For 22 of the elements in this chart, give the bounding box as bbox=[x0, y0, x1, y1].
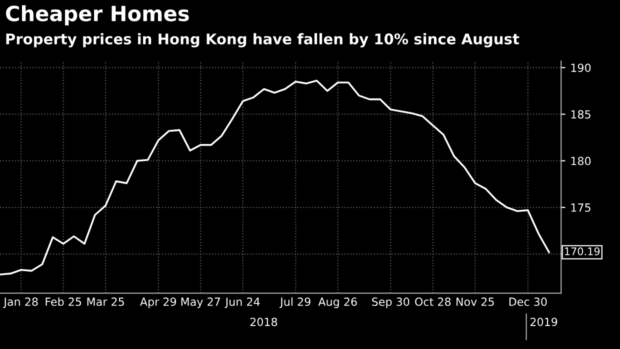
x-tick-label: Nov 25 bbox=[456, 298, 494, 306]
text: 2019 bbox=[530, 318, 558, 326]
data-label: 170.19 bbox=[565, 247, 600, 256]
x-tick-label: Apr 29 bbox=[140, 298, 176, 308]
x-tick-label: Mar 25 bbox=[87, 298, 124, 306]
x-tick-label: Jun 24 bbox=[224, 298, 260, 308]
y-tick-label: 185 bbox=[571, 110, 590, 119]
y-tick-label: 175 bbox=[571, 204, 590, 212]
x-tick-label: Sep 30 bbox=[372, 298, 410, 308]
chart-title: Cheaper Homes bbox=[6, 5, 189, 26]
y-tick-label: 190 bbox=[571, 64, 591, 72]
line-series bbox=[0, 80, 550, 276]
chart-subtitle: Property prices in Hong Kong have fallen by 10% since August bbox=[6, 33, 520, 48]
x-tick-label: Oct 28 bbox=[415, 298, 451, 306]
x-tick-label: Jul 29 bbox=[280, 297, 310, 308]
x-tick-label: Feb 25 bbox=[46, 297, 82, 306]
x-tick-label: Aug 26 bbox=[318, 298, 357, 308]
x-tick-label: May 27 bbox=[181, 298, 220, 308]
text: 2018 bbox=[250, 318, 278, 326]
x-tick-label: Jan 28 bbox=[3, 298, 38, 308]
y-tick-label: 180 bbox=[571, 156, 591, 166]
x-tick-label: Dec 30 bbox=[509, 298, 547, 306]
